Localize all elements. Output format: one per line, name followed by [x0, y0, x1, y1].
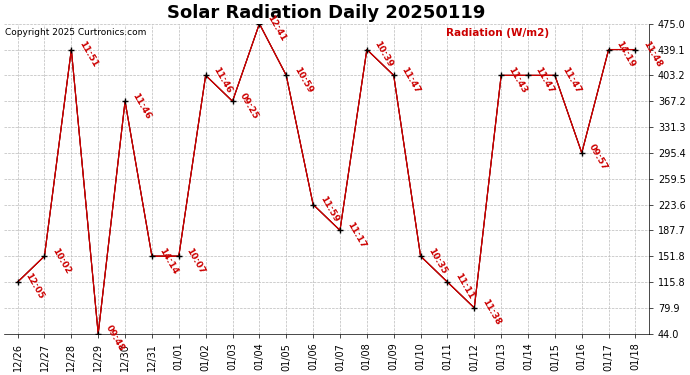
Text: 09:48: 09:48 [104, 324, 126, 353]
Text: 11:46: 11:46 [211, 65, 233, 95]
Text: 11:17: 11:17 [346, 220, 368, 250]
Text: 14:19: 14:19 [614, 39, 636, 69]
Text: 14:14: 14:14 [157, 246, 179, 276]
Text: 10:35: 10:35 [426, 246, 449, 275]
Text: 11:11: 11:11 [453, 272, 475, 301]
Text: 11:59: 11:59 [319, 195, 341, 224]
Text: 11:43: 11:43 [506, 65, 529, 95]
Text: Radiation (W/m2): Radiation (W/m2) [446, 28, 549, 38]
Text: 11:47: 11:47 [400, 65, 422, 95]
Text: 09:25: 09:25 [238, 91, 260, 120]
Text: Copyright 2025 Curtronics.com: Copyright 2025 Curtronics.com [5, 28, 146, 38]
Text: 11:46: 11:46 [130, 91, 152, 121]
Text: 12:41: 12:41 [265, 13, 287, 43]
Text: 12:05: 12:05 [23, 272, 46, 301]
Text: 10:07: 10:07 [184, 246, 206, 275]
Text: 10:59: 10:59 [292, 65, 314, 94]
Text: 11:47: 11:47 [533, 65, 556, 95]
Text: 11:38: 11:38 [480, 298, 502, 327]
Text: 09:57: 09:57 [587, 143, 609, 172]
Text: 11:47: 11:47 [560, 65, 582, 95]
Title: Solar Radiation Daily 20250119: Solar Radiation Daily 20250119 [168, 4, 486, 22]
Text: 10:02: 10:02 [50, 246, 72, 275]
Text: 10:39: 10:39 [373, 39, 395, 69]
Text: 11:48: 11:48 [641, 39, 663, 69]
Text: 11:51: 11:51 [77, 39, 99, 69]
